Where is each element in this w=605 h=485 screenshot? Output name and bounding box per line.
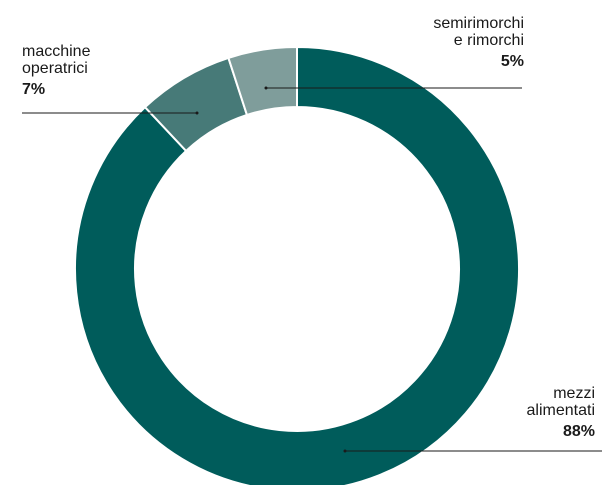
category-label-line: mezzi — [553, 385, 595, 402]
category-label-line: e rimorchi — [453, 32, 524, 49]
slice-mezzi-alimentati — [74, 45, 520, 485]
leader-lines — [22, 86, 602, 453]
category-label-line: semirimorchi — [433, 15, 524, 32]
label-mezzi-alimentati: mezzi alimentati 88% — [527, 385, 595, 440]
slice-semirimorchi — [227, 45, 298, 117]
percentage-label: 7% — [22, 81, 46, 98]
percentage-label: 5% — [500, 53, 524, 70]
category-label-line: macchine — [22, 43, 91, 60]
leader-dot — [264, 86, 268, 90]
leader-dot — [343, 449, 347, 453]
donut-slices — [74, 45, 520, 485]
percentage-label: 88% — [562, 423, 595, 440]
label-semirimorchi: semirimorchi e rimorchi 5% — [433, 15, 524, 70]
category-label-line: alimentati — [526, 402, 595, 419]
category-label-line: operatrici — [22, 60, 88, 77]
label-macchine-operatrici: macchine operatrici 7% — [22, 43, 90, 98]
leader-dot — [195, 111, 199, 115]
